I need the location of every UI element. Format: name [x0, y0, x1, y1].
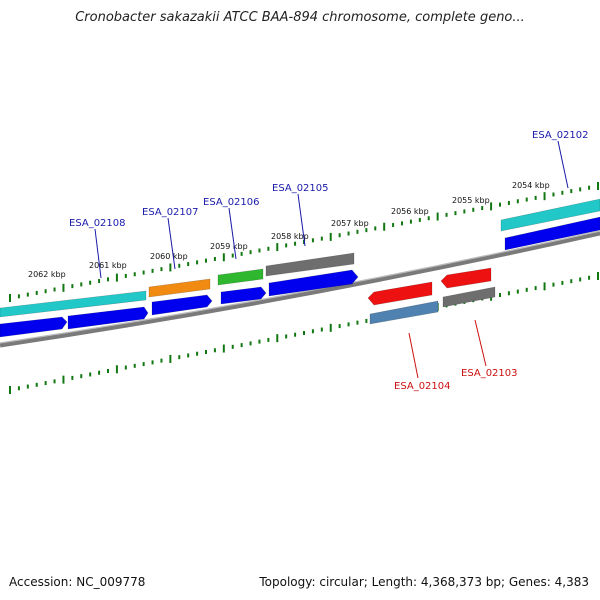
cds-arrow[interactable]	[220, 286, 267, 305]
cds-arrow[interactable]	[504, 216, 600, 251]
gene-leader-line	[557, 140, 569, 189]
gene-bar-esa-02106[interactable]	[217, 268, 264, 286]
gene-bar-esa-02104[interactable]	[369, 300, 439, 325]
gene-bar-esa-02107[interactable]	[148, 278, 211, 298]
gene-bar-esa-02108[interactable]	[0, 290, 147, 318]
gene-label-esa-02107[interactable]: ESA_02107	[142, 207, 199, 218]
tick-label: 2055 kbp	[452, 196, 490, 205]
map-title: Cronobacter sakazakii ATCC BAA-894 chrom…	[75, 10, 525, 25]
sequence-backbone	[0, 230, 600, 348]
tick-label: 2061 kbp	[89, 261, 127, 270]
reverse-cds-arrow[interactable]	[440, 267, 492, 289]
cds-arrow[interactable]	[151, 294, 213, 316]
sequence-backbone-highlight	[0, 230, 600, 344]
tick-label: 2059 kbp	[210, 242, 248, 251]
reverse-cds-arrow[interactable]	[367, 281, 433, 306]
gene-bar-esa-02102[interactable]	[500, 198, 600, 232]
gene-leader-line	[94, 228, 102, 279]
tick-label: 2056 kbp	[391, 207, 429, 216]
gene-label-esa-02103[interactable]: ESA_02103	[461, 368, 518, 379]
cds-arrow[interactable]	[0, 316, 68, 338]
gene-leader-line	[297, 193, 306, 247]
tick-label: 2060 kbp	[150, 252, 188, 261]
gene-bar-esa-02103[interactable]	[442, 286, 496, 308]
tick-label: 2058 kbp	[271, 232, 309, 241]
gene-bar-esa-02105[interactable]	[265, 252, 355, 277]
tick-label: 2062 kbp	[28, 270, 66, 279]
gene-label-esa-02106[interactable]: ESA_02106	[203, 197, 260, 208]
cds-arrow[interactable]	[67, 306, 149, 330]
tick-label: 2054 kbp	[512, 181, 550, 190]
gene-leader-line	[474, 319, 487, 367]
gene-leader-line	[408, 332, 419, 379]
gene-label-esa-02105[interactable]: ESA_02105	[272, 183, 329, 194]
tick-label: 2057 kbp	[331, 219, 369, 228]
topology-summary: Topology: circular; Length: 4,368,373 bp…	[259, 575, 589, 589]
accession-text: Accession: NC_009778	[9, 575, 146, 589]
gene-label-esa-02102[interactable]: ESA_02102	[532, 130, 589, 141]
cds-arrow[interactable]	[268, 269, 359, 297]
gene-leader-line	[167, 217, 176, 270]
gene-label-esa-02104[interactable]: ESA_02104	[394, 381, 451, 392]
outer-scale-ticks	[9, 182, 599, 302]
gene-label-esa-02108[interactable]: ESA_02108	[69, 218, 126, 229]
gene-leader-line	[228, 207, 237, 260]
